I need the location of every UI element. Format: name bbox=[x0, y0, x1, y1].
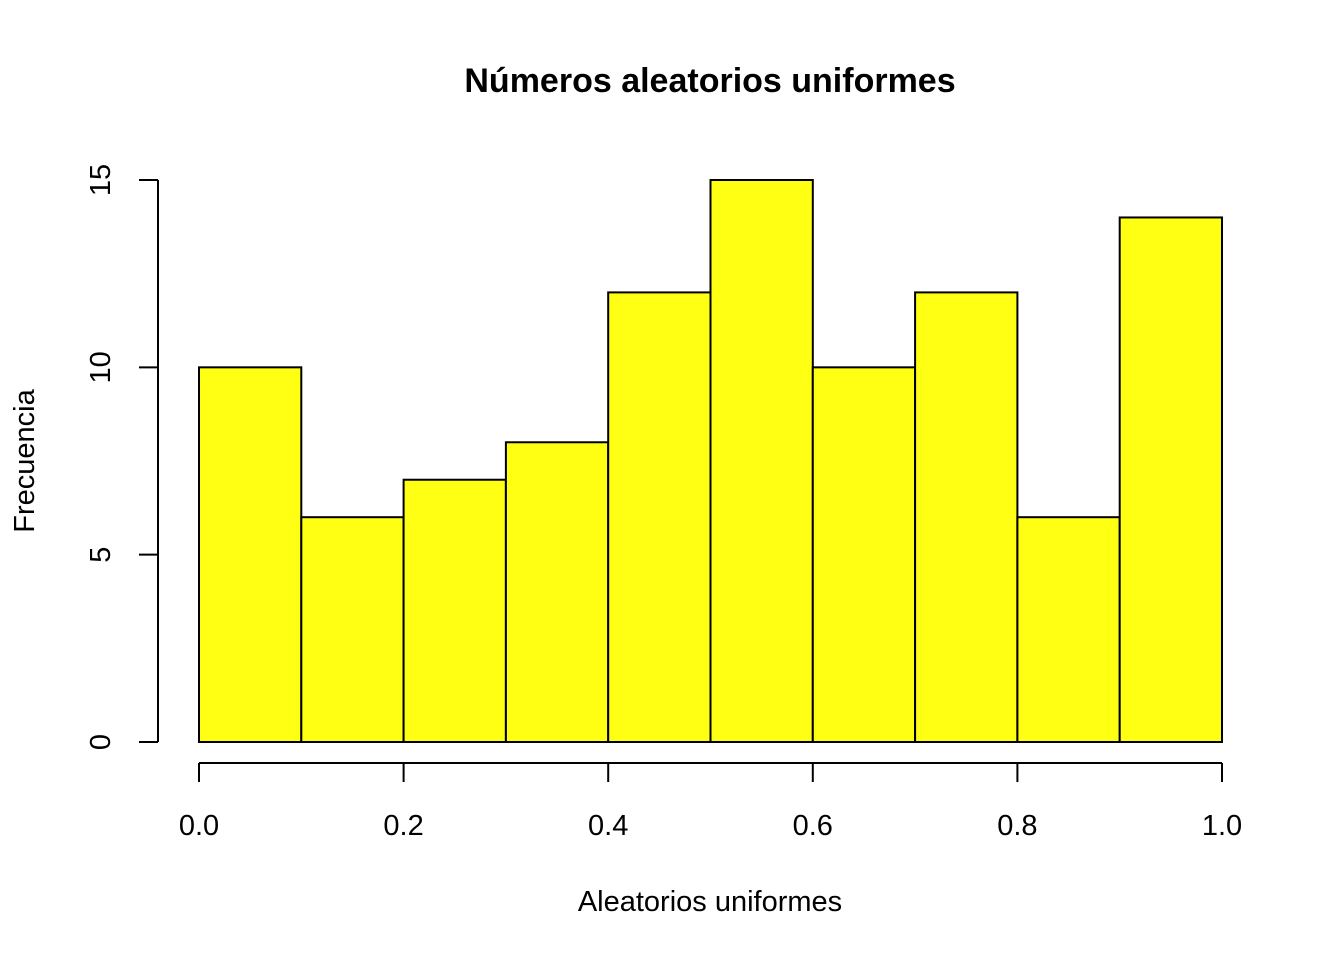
x-axis-label: Aleatorios uniformes bbox=[578, 886, 842, 918]
histogram-bar bbox=[1118, 216, 1223, 743]
bars-group bbox=[198, 179, 1223, 744]
histogram-bar bbox=[914, 291, 1019, 743]
chart-title: Números aleatorios uniformes bbox=[464, 62, 955, 100]
x-tick-label: 0.0 bbox=[179, 810, 219, 842]
x-tick-label: 0.8 bbox=[997, 810, 1037, 842]
histogram-bar bbox=[402, 478, 507, 743]
histogram-bar bbox=[607, 291, 712, 743]
histogram-bar bbox=[504, 441, 610, 743]
x-tick-label: 0.6 bbox=[793, 810, 833, 842]
histogram-bar bbox=[1016, 516, 1121, 744]
y-tick-label: 5 bbox=[85, 547, 117, 563]
histogram-bar bbox=[709, 179, 814, 743]
histogram-bar bbox=[198, 366, 303, 743]
y-tick-label: 0 bbox=[85, 734, 117, 750]
x-tick-label: 1.0 bbox=[1202, 810, 1242, 842]
x-tick-label: 0.2 bbox=[383, 810, 423, 842]
histogram-bar bbox=[811, 366, 917, 743]
y-axis-label: Frecuencia bbox=[9, 388, 41, 532]
y-tick-label: 10 bbox=[85, 351, 117, 383]
y-tick-label: 15 bbox=[85, 164, 117, 196]
y-axis: 0 5 10 15 bbox=[85, 164, 159, 750]
x-tick-label: 0.4 bbox=[588, 810, 628, 842]
x-axis: 0.0 0.2 0.4 0.6 0.8 1.0 bbox=[179, 762, 1242, 842]
histogram-bar bbox=[300, 516, 405, 744]
